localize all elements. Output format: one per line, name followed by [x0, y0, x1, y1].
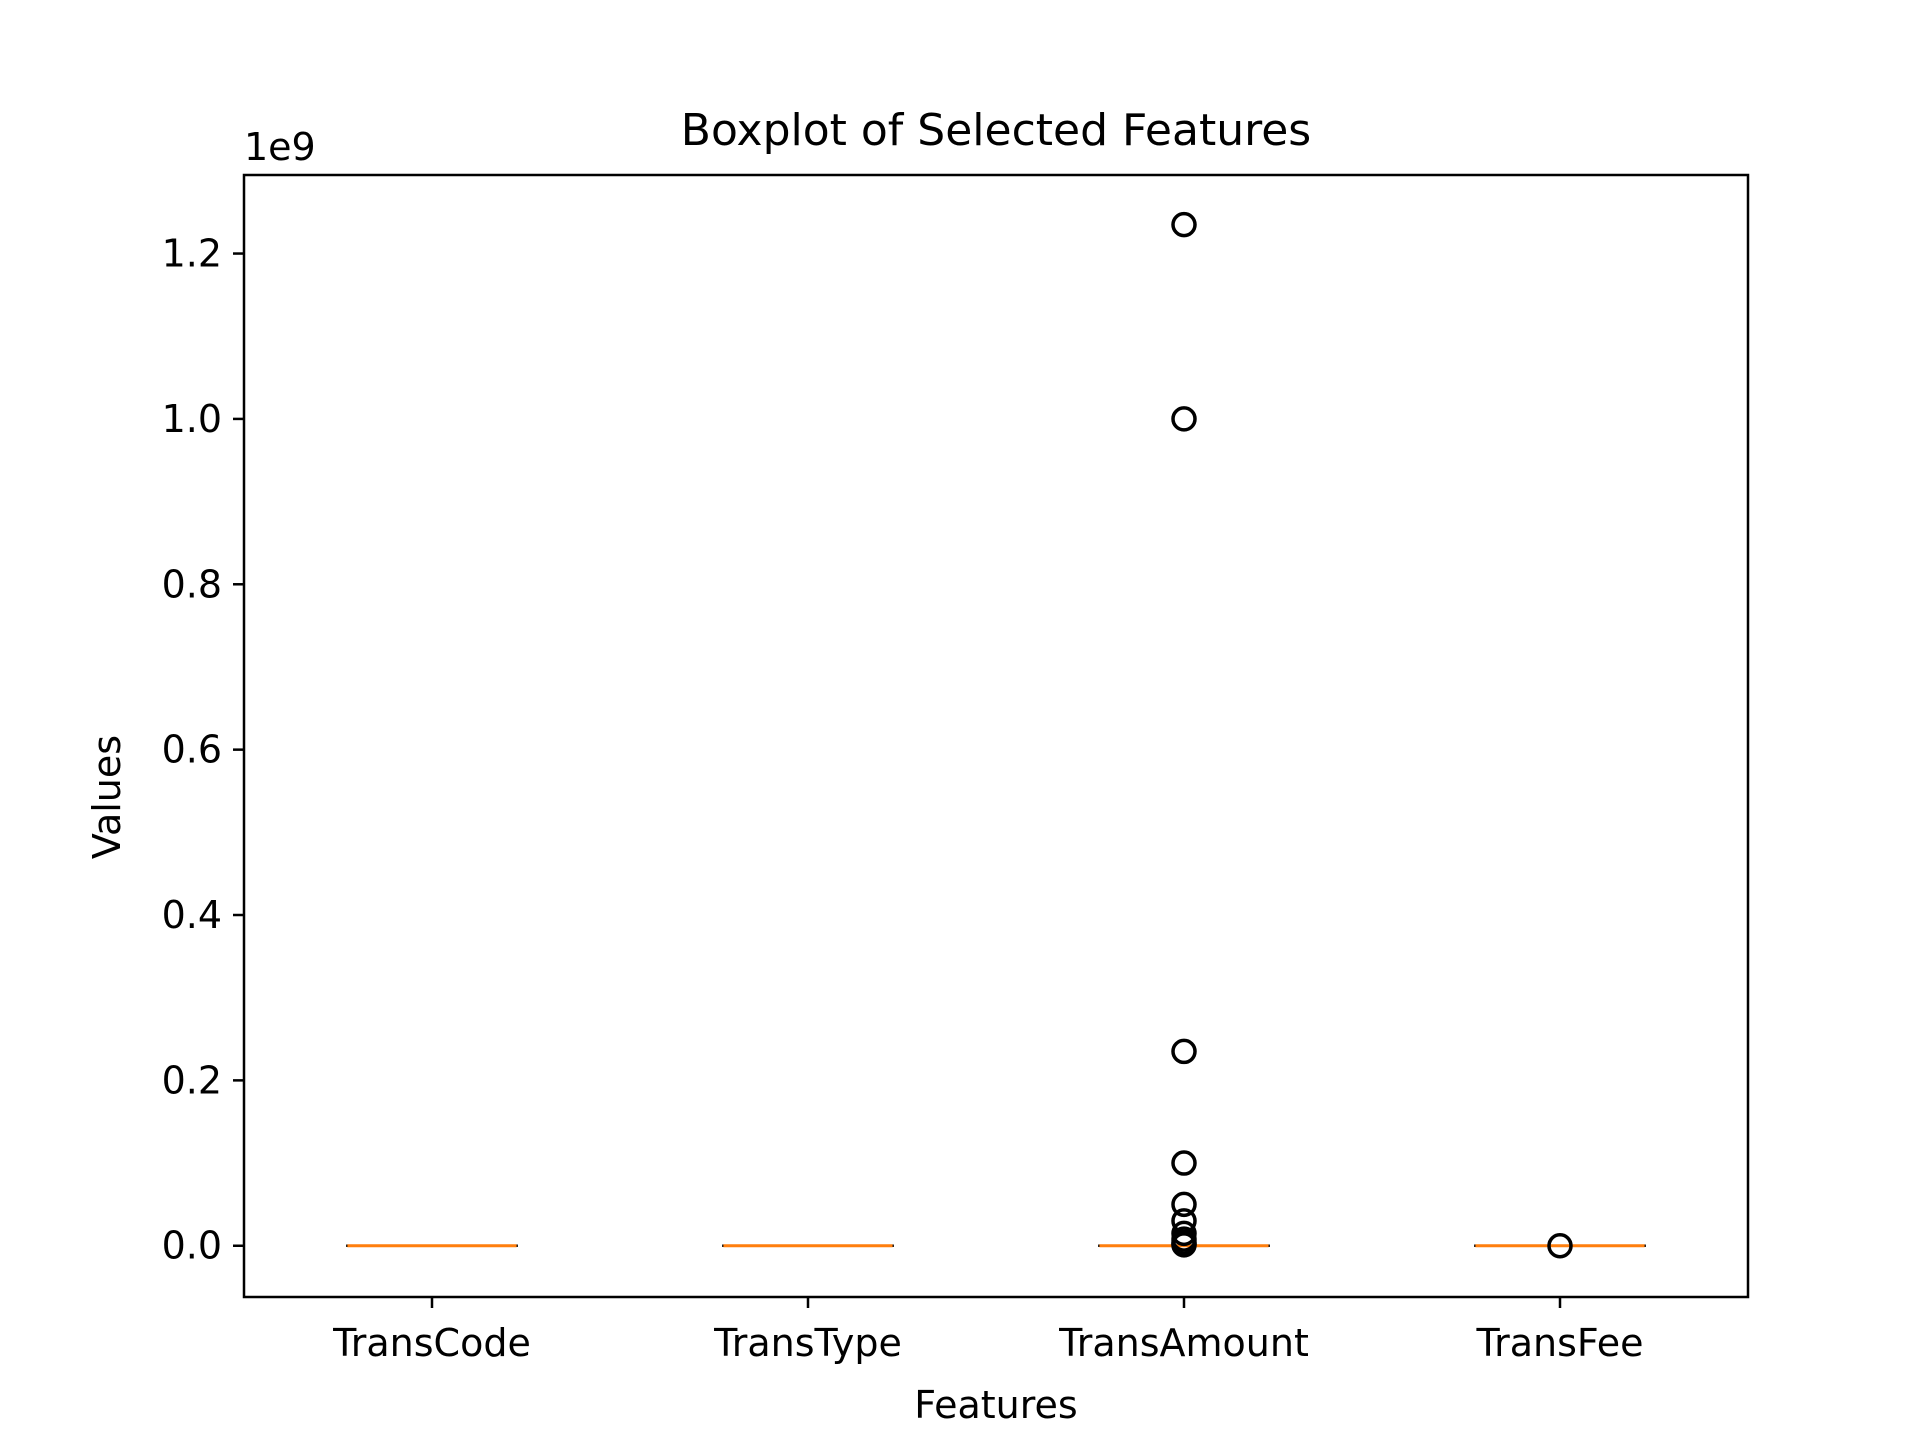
outlier-point — [1171, 211, 1197, 238]
outlier-point — [1547, 1232, 1573, 1259]
x-tick-label: TransCode — [332, 1321, 531, 1365]
y-tick-label: 0.8 — [162, 562, 222, 606]
chart-title: Boxplot of Selected Features — [681, 105, 1311, 156]
y-offset-label: 1e9 — [244, 125, 316, 169]
x-tick-label: TransFee — [1476, 1321, 1644, 1365]
x-tick-label: TransAmount — [1058, 1321, 1309, 1365]
y-tick-label: 0.0 — [162, 1224, 222, 1268]
y-tick-label: 0.6 — [162, 728, 222, 772]
outlier-point — [1171, 1232, 1197, 1258]
x-tick-label: TransType — [713, 1321, 902, 1365]
plot-area: 0.0 0.2 0.4 0.6 0.8 1.0 1.2 TransCode TransType T… — [162, 173, 1750, 1365]
y-tick-label: 0.2 — [162, 1058, 222, 1102]
outlier-point — [1171, 406, 1197, 432]
x-axis-label: Features — [914, 1383, 1077, 1427]
outlier-point — [1171, 1150, 1197, 1176]
y-axis-label: Values — [85, 735, 129, 859]
axes-frame — [242, 173, 1750, 1299]
outlier-point — [1171, 1038, 1197, 1065]
y-tick-label: 1.2 — [162, 232, 222, 276]
outlier-point — [1171, 1191, 1197, 1218]
y-tick-label: 0.4 — [162, 893, 222, 937]
y-tick-label: 1.0 — [162, 397, 222, 441]
